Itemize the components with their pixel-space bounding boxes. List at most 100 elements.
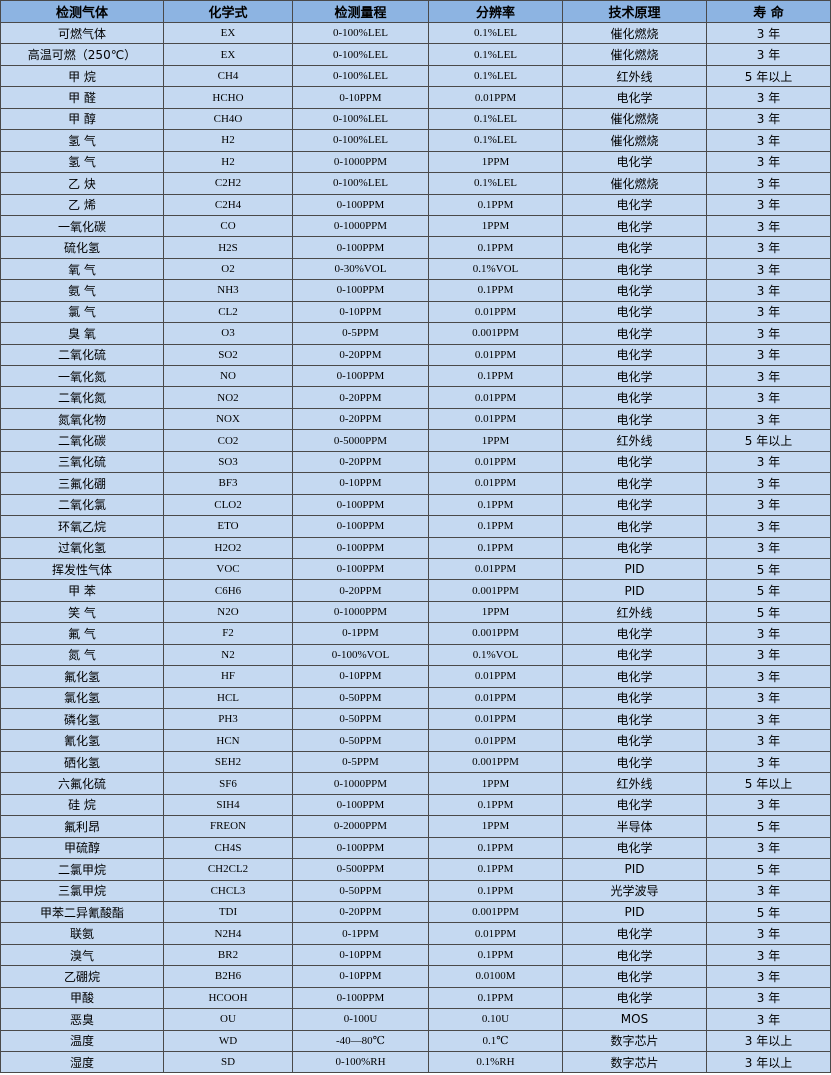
cell-chemical-formula: VOC <box>163 557 293 581</box>
table-row: 氮 气 N2 0-100%VOL 0.1%VOL 电化学 3 年 <box>0 643 831 667</box>
cell-measuring-range: 0-10PPM <box>292 472 429 495</box>
cell-technical-principle: 电化学 <box>562 236 707 259</box>
cell-gas-name: 氢 气 <box>0 129 164 152</box>
cell-gas-name: 磷化氢 <box>0 707 164 731</box>
table-row: 三氯甲烷 CHCL3 0-50PPM 0.1PPM 光学波导 3 年 <box>0 879 831 902</box>
table-row: 甲 苯 C6H6 0-20PPM 0.001PPM PID 5 年 <box>0 579 831 602</box>
cell-resolution: 0.1PPM <box>428 793 563 817</box>
cell-technical-principle: 电化学 <box>562 407 707 431</box>
cell-resolution: 0.1%RH <box>428 1050 563 1074</box>
cell-chemical-formula: HCOOH <box>163 986 293 1010</box>
table-row: 氯化氢 HCL 0-50PPM 0.01PPM 电化学 3 年 <box>0 686 831 710</box>
cell-gas-name: 三氯甲烷 <box>0 879 164 902</box>
cell-lifespan: 3 年 <box>706 257 831 281</box>
table-row: 氧 气 O2 0-30%VOL 0.1%VOL 电化学 3 年 <box>0 257 831 281</box>
cell-gas-name: 氯化氢 <box>0 686 164 710</box>
cell-resolution: 0.01PPM <box>428 450 563 474</box>
cell-lifespan: 3 年 <box>706 707 831 731</box>
cell-technical-principle: 电化学 <box>562 986 707 1010</box>
table-row: 氟化氢 HF 0-10PPM 0.01PPM 电化学 3 年 <box>0 665 831 688</box>
cell-gas-name: 乙 炔 <box>0 172 164 195</box>
cell-measuring-range: -40—80℃ <box>292 1029 429 1053</box>
table-row: 二氧化碳 CO2 0-5000PPM 1PPM 红外线 5 年以上 <box>0 429 831 452</box>
cell-measuring-range: 0-100%LEL <box>292 172 429 195</box>
table-row: 氟 气 F2 0-1PPM 0.001PPM 电化学 3 年 <box>0 622 831 645</box>
cell-lifespan: 3 年 <box>706 750 831 774</box>
table-row: 一氧化氮 NO 0-100PPM 0.1PPM 电化学 3 年 <box>0 364 831 388</box>
cell-chemical-formula: H2O2 <box>163 536 293 559</box>
cell-measuring-range: 0-100PPM <box>292 557 429 581</box>
cell-measuring-range: 0-1PPM <box>292 622 429 645</box>
cell-lifespan: 3 年 <box>706 279 831 302</box>
cell-technical-principle: 红外线 <box>562 600 707 624</box>
cell-chemical-formula: CO <box>163 214 293 238</box>
table-row: 高温可燃（250℃） EX 0-100%LEL 0.1%LEL 催化燃烧 3 年 <box>0 43 831 66</box>
cell-resolution: 0.1PPM <box>428 986 563 1010</box>
cell-lifespan: 3 年 <box>706 300 831 324</box>
cell-resolution: 0.1%LEL <box>428 43 563 66</box>
cell-resolution: 0.1%VOL <box>428 643 563 667</box>
cell-resolution: 0.0100M <box>428 965 563 988</box>
cell-chemical-formula: SEH2 <box>163 750 293 774</box>
cell-technical-principle: 半导体 <box>562 815 707 838</box>
cell-resolution: 0.1PPM <box>428 536 563 559</box>
table-row: 可燃气体 EX 0-100%LEL 0.1%LEL 催化燃烧 3 年 <box>0 21 831 45</box>
cell-lifespan: 5 年 <box>706 600 831 624</box>
table-row: 联氨 N2H4 0-1PPM 0.01PPM 电化学 3 年 <box>0 922 831 945</box>
cell-measuring-range: 0-100PPM <box>292 793 429 817</box>
cell-measuring-range: 0-100PPM <box>292 493 429 517</box>
cell-resolution: 0.1PPM <box>428 836 563 860</box>
cell-resolution: 0.1PPM <box>428 879 563 902</box>
cell-lifespan: 3 年 <box>706 965 831 988</box>
cell-measuring-range: 0-100%VOL <box>292 643 429 667</box>
cell-measuring-range: 0-100%LEL <box>292 64 429 88</box>
cell-measuring-range: 0-100PPM <box>292 279 429 302</box>
cell-technical-principle: 电化学 <box>562 450 707 474</box>
table-row: 氮氧化物 NOX 0-20PPM 0.01PPM 电化学 3 年 <box>0 407 831 431</box>
cell-resolution: 0.1PPM <box>428 858 563 881</box>
cell-gas-name: 氮 气 <box>0 643 164 667</box>
cell-measuring-range: 0-20PPM <box>292 579 429 602</box>
cell-gas-name: 二氯甲烷 <box>0 858 164 881</box>
cell-technical-principle: PID <box>562 579 707 602</box>
cell-measuring-range: 0-100%LEL <box>292 129 429 152</box>
cell-measuring-range: 0-500PPM <box>292 858 429 881</box>
cell-technical-principle: PID <box>562 900 707 924</box>
table-row: 笑 气 N2O 0-1000PPM 1PPM 红外线 5 年 <box>0 600 831 624</box>
cell-gas-name: 湿度 <box>0 1050 164 1074</box>
cell-technical-principle: 电化学 <box>562 214 707 238</box>
cell-gas-name: 六氟化硫 <box>0 772 164 795</box>
cell-resolution: 0.01PPM <box>428 729 563 752</box>
cell-chemical-formula: SD <box>163 1050 293 1074</box>
cell-resolution: 0.1%LEL <box>428 107 563 131</box>
cell-chemical-formula: F2 <box>163 622 293 645</box>
cell-technical-principle: PID <box>562 557 707 581</box>
cell-lifespan: 3 年 <box>706 1008 831 1031</box>
cell-chemical-formula: WD <box>163 1029 293 1053</box>
cell-gas-name: 甲 醇 <box>0 107 164 131</box>
cell-lifespan: 3 年 <box>706 214 831 238</box>
table-row: 硒化氢 SEH2 0-5PPM 0.001PPM 电化学 3 年 <box>0 750 831 774</box>
cell-lifespan: 3 年 <box>706 622 831 645</box>
cell-chemical-formula: ETO <box>163 515 293 538</box>
cell-technical-principle: 电化学 <box>562 515 707 538</box>
cell-gas-name: 乙 烯 <box>0 193 164 216</box>
cell-gas-name: 甲 烷 <box>0 64 164 88</box>
cell-lifespan: 3 年 <box>706 236 831 259</box>
cell-technical-principle: 催化燃烧 <box>562 43 707 66</box>
cell-technical-principle: 电化学 <box>562 150 707 174</box>
column-header-gas-name: 检测气体 <box>0 0 164 23</box>
table-body: 可燃气体 EX 0-100%LEL 0.1%LEL 催化燃烧 3 年高温可燃（250℃） E… <box>0 21 831 1074</box>
cell-gas-name: 二氧化硫 <box>0 343 164 367</box>
cell-resolution: 1PPM <box>428 150 563 174</box>
cell-technical-principle: 催化燃烧 <box>562 21 707 45</box>
cell-measuring-range: 0-10PPM <box>292 86 429 109</box>
cell-lifespan: 5 年 <box>706 858 831 881</box>
cell-lifespan: 3 年 <box>706 43 831 66</box>
cell-lifespan: 3 年 <box>706 150 831 174</box>
cell-technical-principle: 数字芯片 <box>562 1029 707 1053</box>
table-row: 甲硫醇 CH4S 0-100PPM 0.1PPM 电化学 3 年 <box>0 836 831 860</box>
cell-gas-name: 环氧乙烷 <box>0 515 164 538</box>
cell-measuring-range: 0-100PPM <box>292 536 429 559</box>
cell-lifespan: 3 年 <box>706 793 831 817</box>
